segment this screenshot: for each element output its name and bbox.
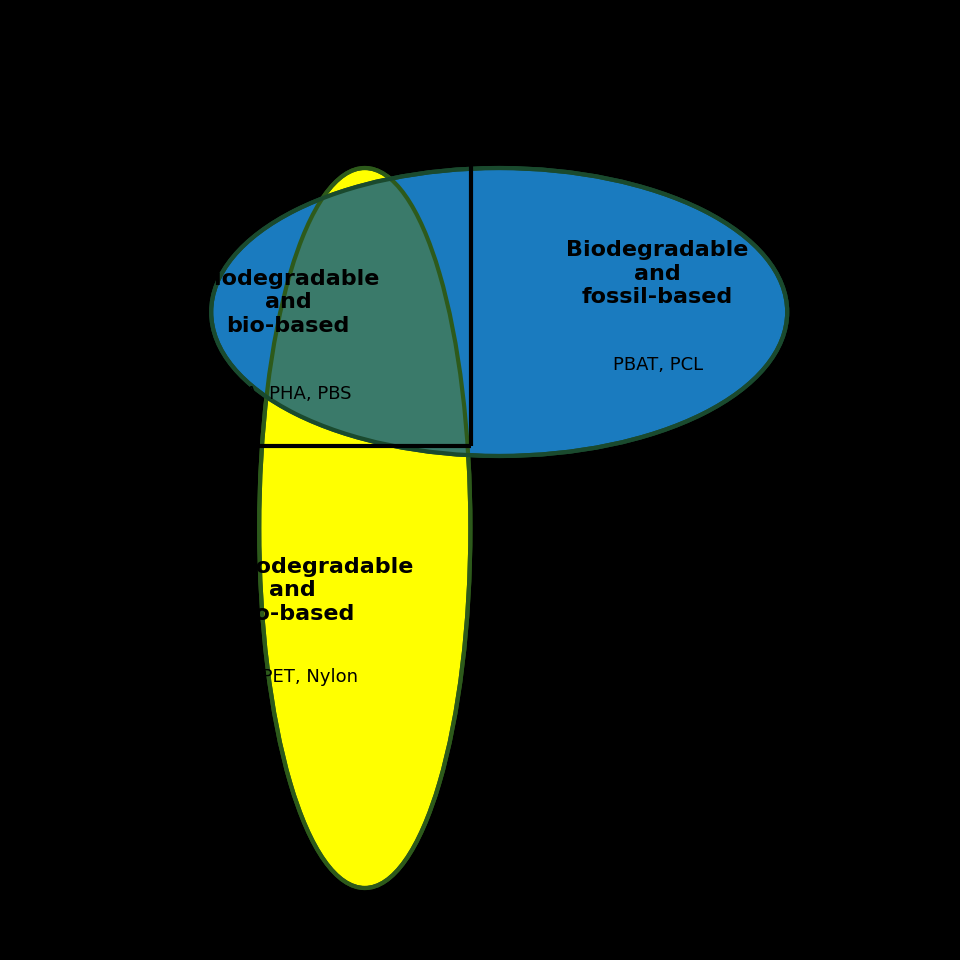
Text: PBAT, PCL: PBAT, PCL (612, 356, 703, 373)
Text: PLA, PHA, PBS: PLA, PHA, PBS (225, 385, 351, 402)
Ellipse shape (211, 168, 787, 456)
Text: Biodegradable
and
fossil-based: Biodegradable and fossil-based (566, 240, 749, 307)
Text: PE, PET, Nylon: PE, PET, Nylon (228, 668, 358, 685)
Ellipse shape (259, 168, 470, 888)
Text: Non-biodegradable
and
bio-based: Non-biodegradable and bio-based (173, 557, 413, 624)
Ellipse shape (259, 168, 470, 888)
Text: Biodegradable
and
bio-based: Biodegradable and bio-based (197, 269, 379, 336)
Ellipse shape (211, 168, 787, 456)
